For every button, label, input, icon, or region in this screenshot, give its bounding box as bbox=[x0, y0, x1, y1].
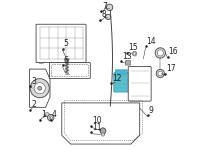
Polygon shape bbox=[29, 69, 50, 107]
Circle shape bbox=[45, 112, 49, 117]
Circle shape bbox=[105, 14, 111, 20]
Circle shape bbox=[49, 116, 52, 119]
Circle shape bbox=[132, 51, 137, 56]
Circle shape bbox=[156, 69, 164, 78]
Text: 17: 17 bbox=[166, 64, 175, 73]
Circle shape bbox=[133, 52, 136, 55]
Circle shape bbox=[38, 86, 42, 90]
Text: 8: 8 bbox=[101, 10, 106, 19]
Text: 16: 16 bbox=[169, 47, 178, 56]
FancyBboxPatch shape bbox=[128, 66, 151, 101]
Text: 2: 2 bbox=[31, 100, 36, 109]
Text: 15: 15 bbox=[128, 44, 138, 52]
FancyBboxPatch shape bbox=[114, 73, 129, 92]
Circle shape bbox=[34, 83, 45, 94]
FancyBboxPatch shape bbox=[49, 63, 90, 78]
Text: 3: 3 bbox=[31, 77, 36, 86]
Text: 4: 4 bbox=[52, 110, 57, 119]
Text: 13: 13 bbox=[122, 52, 132, 61]
Circle shape bbox=[155, 48, 165, 58]
Text: 14: 14 bbox=[147, 37, 156, 46]
Text: 7: 7 bbox=[102, 2, 107, 11]
FancyBboxPatch shape bbox=[36, 24, 86, 62]
Circle shape bbox=[106, 4, 113, 11]
Text: 11: 11 bbox=[92, 123, 102, 132]
Circle shape bbox=[48, 114, 54, 121]
Text: 5: 5 bbox=[64, 39, 68, 48]
Text: 6: 6 bbox=[64, 56, 68, 65]
Text: 12: 12 bbox=[112, 74, 122, 83]
Circle shape bbox=[158, 71, 163, 76]
Text: 1: 1 bbox=[41, 110, 46, 119]
Text: 10: 10 bbox=[92, 116, 102, 125]
Circle shape bbox=[100, 128, 106, 134]
Text: 9: 9 bbox=[149, 106, 154, 115]
FancyBboxPatch shape bbox=[125, 61, 131, 65]
Circle shape bbox=[101, 133, 105, 136]
Circle shape bbox=[30, 79, 49, 98]
Polygon shape bbox=[62, 103, 140, 144]
FancyBboxPatch shape bbox=[115, 70, 127, 74]
Circle shape bbox=[157, 50, 163, 56]
